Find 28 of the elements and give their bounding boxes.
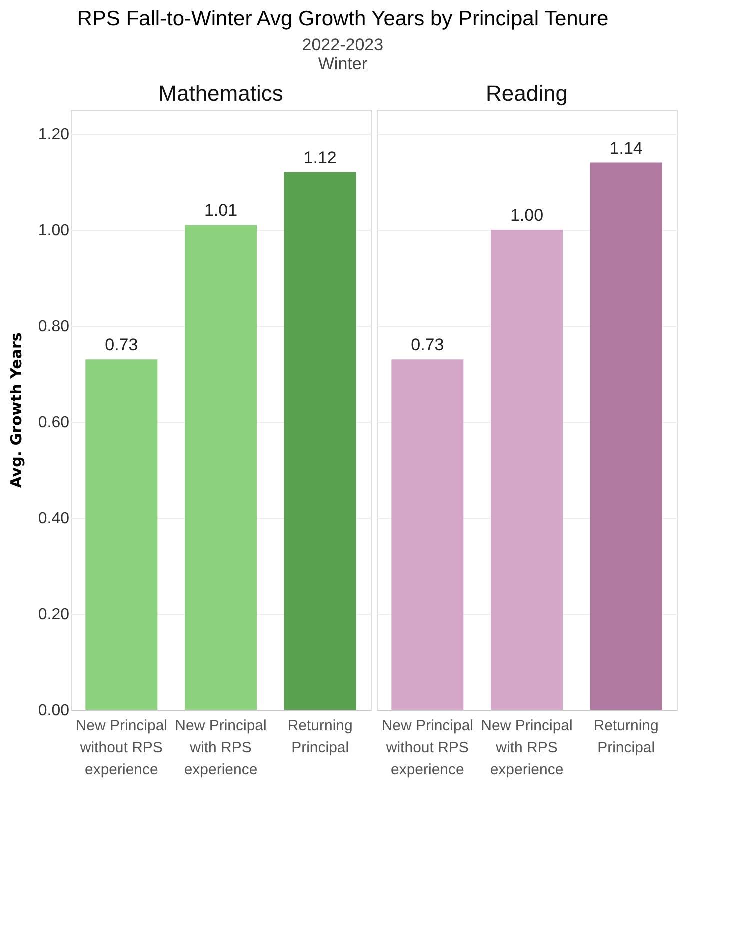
y-tick-label: 1.00 [38,222,70,240]
y-axis-title: Avg. Growth Years [7,332,26,488]
text: Winter [318,54,368,74]
data-label: 0.73 [105,336,138,355]
bar [86,360,158,710]
bar [185,225,257,710]
chart-subtitle: 2022-2023 [302,36,384,54]
x-tick-label: New Principal with RPS experience [175,718,267,778]
x-tick-label: New Principal without RPS experience [76,718,168,778]
x-tick-label: New Principal without RPS experience [382,718,474,778]
x-tick-label: Returning Principal [288,718,353,756]
data-label: 1.00 [510,206,544,225]
y-tick-label: 0.60 [38,414,70,432]
x-tick-label: Returning Principal [594,718,659,756]
bar [284,172,356,710]
x-tick-label: New Principal with RPS experience [481,718,573,778]
y-tick-label: 0.80 [38,318,70,336]
text: Reading [486,81,568,106]
y-tick-label: 0.40 [38,510,70,528]
text: Mathematics [158,81,284,106]
data-label: 1.12 [304,148,337,168]
y-tick-label: 0.20 [38,606,70,624]
y-tick-label: 0.00 [38,702,70,720]
data-label: 1.01 [204,201,238,220]
y-tick-label: 1.20 [38,126,70,144]
chart-title: RPS Fall-to-Winter Avg Growth Years by Principal Tenure [77,8,609,30]
data-label: 1.14 [610,138,643,158]
data-label: 0.73 [411,336,444,355]
